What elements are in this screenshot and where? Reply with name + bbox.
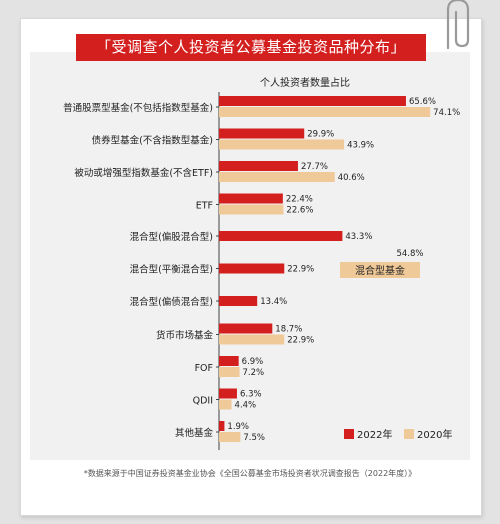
- category-label: 混合型(偏债混合型): [130, 296, 213, 308]
- data-label-2020: 4.4%: [235, 401, 257, 411]
- data-label-2020: 7.5%: [243, 433, 265, 443]
- bar-2022: [219, 96, 406, 106]
- legend-swatch-2022: [344, 429, 354, 439]
- bar-2022: [219, 323, 273, 334]
- data-label-2022: 22.4%: [286, 195, 313, 205]
- category-label: 混合型(偏股混合型): [130, 231, 213, 243]
- bar-2022: [219, 231, 343, 241]
- bar-2022: [219, 161, 298, 171]
- bar-2022: [219, 263, 285, 274]
- bar-2020-mixed: [340, 262, 420, 278]
- data-label-2020: 7.2%: [243, 368, 265, 378]
- data-label-2022: 6.9%: [242, 357, 264, 367]
- bar-2022: [219, 128, 305, 139]
- legend-label-2022: 2022年: [357, 428, 392, 441]
- bar-2020: [219, 172, 335, 182]
- data-label-2022: 29.9%: [307, 130, 334, 140]
- bar-2020: [219, 334, 285, 345]
- data-label-2020: 74.1%: [433, 108, 460, 118]
- data-label-2020: 40.6%: [338, 173, 365, 183]
- chart-panel: [30, 52, 470, 460]
- bar-2022: [219, 356, 239, 366]
- data-label-2020: 43.9%: [347, 141, 374, 151]
- chart-title: 个人投资者数量占比: [260, 76, 350, 89]
- bar-2022: [219, 421, 225, 431]
- category-label: 债券型基金(不含指数型基金): [92, 135, 213, 147]
- category-label: 普通股票型基金(不包括指数型基金): [63, 102, 213, 114]
- page-title: 「受调查个人投资者公募基金投资品种分布」: [76, 34, 426, 61]
- footnote: *数据来源于中国证券投资基金业协会《全国公募基金市场投资者状况调查报告（2022…: [83, 469, 417, 478]
- category-label: 其他基金: [175, 427, 214, 439]
- data-label-2020: 22.9%: [287, 336, 314, 346]
- legend-swatch-2020: [404, 429, 414, 439]
- data-label-2022: 65.6%: [409, 97, 436, 107]
- bar-2020: [219, 107, 431, 117]
- category-label: ETF: [196, 201, 213, 212]
- category-label: 货币市场基金: [156, 330, 214, 342]
- data-label-2022: 27.7%: [301, 162, 328, 172]
- category-label: QDII: [193, 396, 213, 407]
- legend-label-2020: 2020年: [417, 428, 452, 441]
- data-label-2022: 1.9%: [227, 422, 249, 432]
- annotation-value-label: 54.8%: [396, 249, 423, 259]
- bar-2020: [219, 399, 232, 410]
- bar-2022: [219, 296, 258, 306]
- bar-2020: [219, 432, 241, 442]
- paperclip-icon: [446, 0, 470, 50]
- category-label: FOF: [195, 363, 213, 374]
- data-label-2022: 6.3%: [240, 390, 262, 400]
- category-label: 被动或增强型指数基金(不含ETF): [74, 167, 213, 179]
- category-label: 混合型(平衡混合型): [130, 264, 213, 276]
- data-label-2022: 13.4%: [260, 297, 287, 307]
- bar-2022: [219, 388, 237, 399]
- bar-2020: [219, 204, 284, 215]
- data-label-2022: 22.9%: [287, 265, 314, 275]
- bar-2020: [219, 139, 345, 150]
- data-label-2022: 18.7%: [275, 325, 302, 335]
- bar-2022: [219, 193, 283, 204]
- data-label-2022: 43.3%: [345, 232, 372, 242]
- annotation-label: 混合型基金: [355, 264, 405, 277]
- data-label-2020: 22.6%: [286, 206, 313, 216]
- bar-2020: [219, 367, 240, 377]
